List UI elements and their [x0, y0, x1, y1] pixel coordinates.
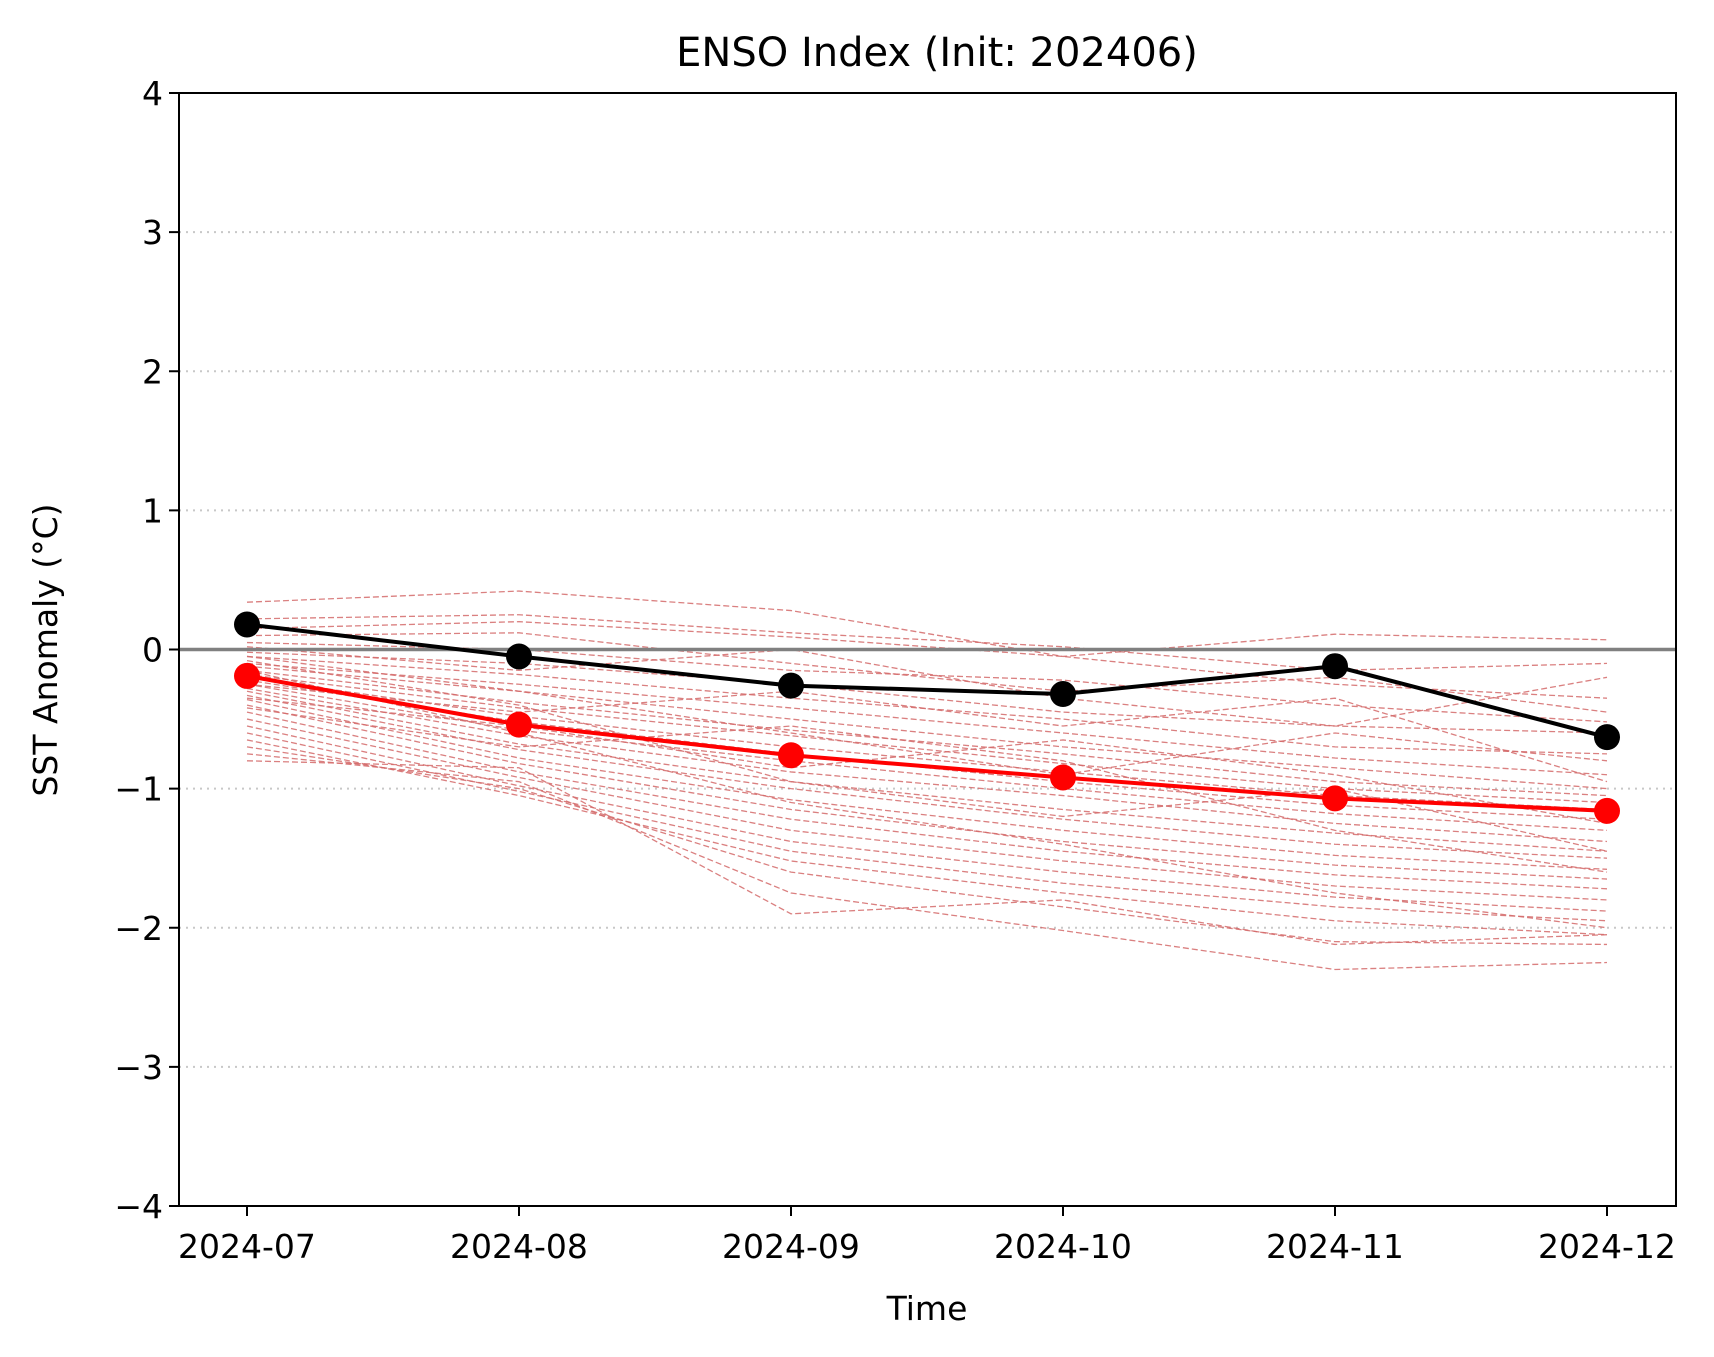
- y-tick-label: −3: [114, 1048, 163, 1087]
- ensemble-mean-point: [234, 662, 260, 689]
- ensemble-members: [246, 590, 1608, 971]
- ensemble-member-line: [246, 704, 1608, 880]
- ensemble-mean-point: [1050, 764, 1076, 791]
- ensemble-mean-point: [506, 711, 532, 738]
- x-tick-label: 2024-09: [722, 1227, 860, 1266]
- ensemble-member-line: [246, 690, 1608, 852]
- axes: −4 −3 −2 −1 0 1 2 3 4 2024-07 2024-08 2024-09 2024-1…: [114, 74, 1676, 1266]
- observed-point: [1322, 653, 1348, 680]
- ensemble-member-line: [246, 739, 1608, 936]
- ensemble-member-line: [246, 732, 1608, 922]
- y-tick-label: 1: [142, 491, 163, 530]
- ensemble-member-line: [246, 646, 1608, 727]
- x-tick-label: 2024-12: [1538, 1227, 1676, 1266]
- ensemble-member-line: [246, 655, 1608, 755]
- ensemble-member-line: [246, 673, 1608, 804]
- ensemble-member-line: [246, 746, 1608, 946]
- ensemble-member-line: [246, 698, 1608, 870]
- ensemble-member-line: [246, 687, 1608, 843]
- y-tick-label: −4: [114, 1187, 163, 1226]
- ensemble-member-line: [246, 725, 1608, 912]
- ensemble-member-line: [246, 697, 1608, 825]
- grid-lines: [179, 231, 1676, 1068]
- y-tick-label: 4: [142, 74, 163, 113]
- observed-point: [506, 643, 532, 670]
- chart-title: ENSO Index (Init: 202406): [676, 30, 1198, 76]
- observed-point: [1594, 724, 1620, 751]
- observed-point: [1050, 681, 1076, 708]
- x-tick-label: 2024-10: [994, 1227, 1132, 1266]
- ensemble-member-line: [246, 760, 1608, 946]
- y-tick-label: 2: [142, 352, 163, 391]
- ensemble-member-line: [246, 707, 1608, 873]
- ensemble-member-line: [246, 632, 1608, 713]
- ensemble-member-line: [246, 753, 1608, 971]
- ensemble-mean-series-line: [246, 673, 1608, 813]
- observed-point: [778, 672, 804, 699]
- x-tick-label: 2024-11: [1266, 1227, 1404, 1266]
- ensemble-member-line: [246, 651, 1608, 734]
- x-tick-label: 2024-08: [450, 1227, 588, 1266]
- ensemble-member-line: [246, 621, 1608, 699]
- y-tick-label: 3: [142, 213, 163, 252]
- ensemble-member-line: [246, 669, 1608, 929]
- ensemble-member-line: [246, 718, 1608, 901]
- ensemble-member-line: [246, 683, 1608, 783]
- ensemble-member-line: [246, 694, 1608, 859]
- y-tick-label: −1: [114, 770, 163, 809]
- x-axis-title: Time: [886, 1289, 968, 1328]
- ensemble-member-line: [246, 676, 1608, 811]
- ensemble-mean-point: [778, 742, 804, 769]
- ensemble-member-line: [246, 669, 1608, 797]
- series-lines: [234, 611, 1620, 824]
- ensemble-member-line: [246, 711, 1608, 890]
- ensemble-member-line: [246, 665, 1608, 790]
- y-tick-label: −2: [114, 909, 163, 948]
- y-axis-title: SST Anomaly (°C): [26, 503, 65, 796]
- ensemble-member-line: [246, 590, 1608, 658]
- observed-series-line: [246, 622, 1608, 740]
- x-tick-label: 2024-07: [178, 1227, 316, 1266]
- ensemble-mean-point: [1594, 797, 1620, 824]
- ensemble-mean-point: [1322, 785, 1348, 812]
- observed-point: [234, 611, 260, 638]
- ensemble-member-line: [246, 614, 1608, 672]
- ensemble-member-line: [246, 662, 1608, 776]
- ensemble-member-line: [246, 683, 1608, 832]
- y-tick-label: 0: [142, 631, 163, 670]
